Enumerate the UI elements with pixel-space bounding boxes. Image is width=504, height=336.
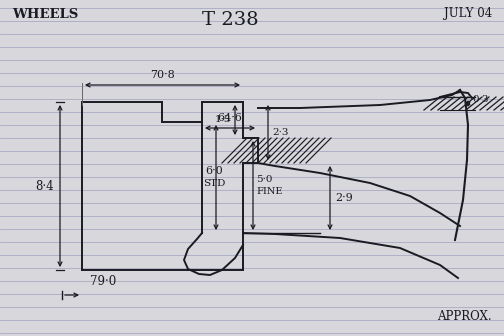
Text: STD: STD [203, 179, 225, 188]
Text: 2·3: 2·3 [272, 128, 288, 137]
Text: WHEELS: WHEELS [12, 7, 78, 20]
Text: 1·3: 1·3 [215, 116, 231, 125]
Text: 64·6: 64·6 [218, 113, 242, 123]
Text: APPROX.: APPROX. [437, 309, 492, 323]
Text: 70·8: 70·8 [150, 70, 175, 80]
Text: 2·9: 2·9 [335, 193, 353, 203]
Text: 8·4: 8·4 [35, 179, 54, 193]
Text: 5·0: 5·0 [256, 175, 273, 184]
Bar [440, 97, 475, 110]
Bar [243, 138, 258, 163]
Text: 0·3: 0·3 [472, 95, 488, 104]
Text: JULY 04: JULY 04 [444, 7, 492, 20]
Text: 6·0: 6·0 [205, 167, 223, 176]
Text: 79·0: 79·0 [90, 275, 116, 288]
Text: T 238: T 238 [202, 11, 259, 29]
Text: FINE: FINE [256, 187, 283, 196]
